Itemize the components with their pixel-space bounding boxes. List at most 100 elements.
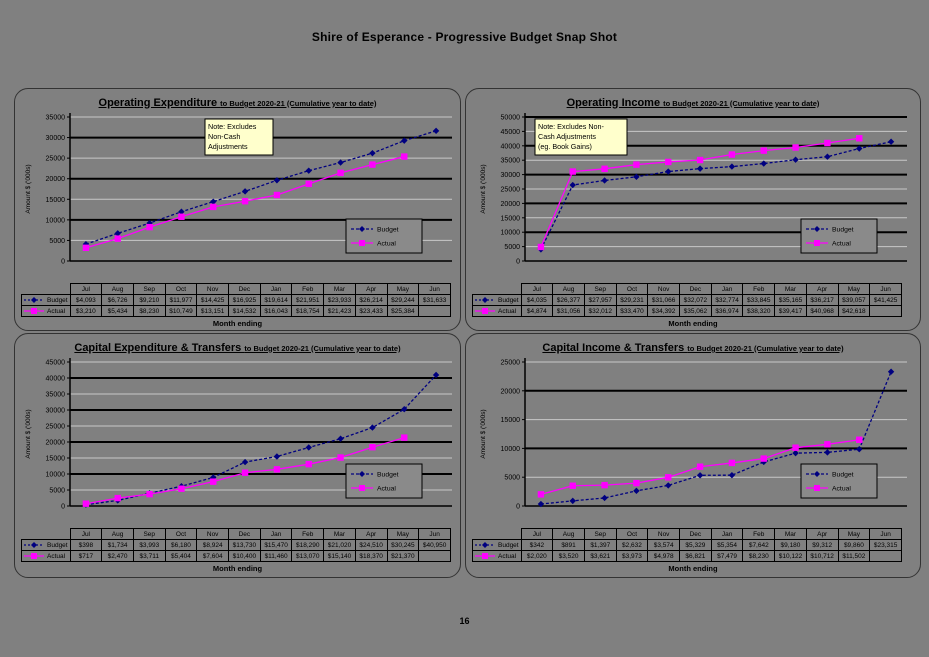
budget-value-cell: $6,180: [164, 539, 198, 551]
actual-value-cell: $3,973: [615, 550, 649, 562]
budget-value-cell: $40,950: [418, 539, 451, 551]
month-header-cell: Dec: [679, 528, 712, 540]
actual-value-cell: $18,754: [291, 305, 325, 317]
chart-panel-capital-expenditure-transfers: Capital Expenditure & Transfers to Budge…: [14, 333, 461, 578]
actual-value-cell: $8,230: [132, 305, 166, 317]
x-axis-title: Month ending: [668, 319, 718, 328]
actual-value-cell: $23,433: [354, 305, 388, 317]
y-axis-label: 30000: [45, 408, 65, 415]
month-header-cell: Oct: [615, 283, 649, 295]
legend-label-actual: Actual: [832, 486, 851, 493]
y-axis-label: 15000: [45, 456, 65, 463]
actual-value-cell: $4,874: [520, 305, 554, 317]
budget-value-cell: $32,774: [710, 294, 744, 306]
budget-marker-diamond: [633, 487, 640, 495]
budget-key-icon: [475, 542, 495, 548]
budget-marker-diamond: [696, 165, 704, 172]
month-header-cell: Jun: [869, 283, 902, 295]
actual-value-cell: $16,043: [259, 305, 293, 317]
actual-marker-square: [305, 460, 312, 468]
table-header-row: Jul Aug Sep Oct Nov Dec Jan Feb Mar Apr May Jun: [473, 528, 902, 540]
y-axis-label: 15000: [501, 417, 521, 424]
actual-value-cell: $10,712: [805, 550, 839, 562]
budget-value-cell: $21,951: [291, 294, 325, 306]
actual-value-cell: $717: [69, 550, 103, 562]
month-header-cell: Jun: [418, 528, 451, 540]
actual-marker-square: [400, 434, 407, 441]
actual-value-cell: $15,140: [323, 550, 356, 562]
actual-table-row: Actual $717 $2,470 $3,711 $5,404 $7,604 $10,40…: [21, 550, 451, 562]
x-axis-title: Month ending: [212, 319, 263, 328]
actual-key-icon: [24, 553, 44, 559]
note-text-line: Non-Cash: [208, 132, 240, 141]
y-axis-label: 20000: [501, 201, 521, 208]
budget-value-cell: $9,312: [805, 539, 839, 551]
y-axis-label: 50000: [501, 115, 521, 122]
actual-marker-square: [400, 153, 407, 160]
actual-value-cell: $10,749: [164, 305, 198, 317]
month-header-cell: Jul: [520, 528, 554, 540]
actual-table-row: Actual $4,874 $31,056 $32,012 $33,470 $34,392…: [472, 305, 902, 317]
actual-key-icon: [24, 308, 44, 314]
budget-marker-diamond: [887, 138, 895, 145]
actual-value-cell: $42,618: [837, 305, 871, 317]
y-axis-title: Amount $ ('000s): [480, 164, 487, 213]
table-corner-cell: [473, 284, 522, 295]
budget-value-cell: $18,290: [291, 539, 325, 551]
note-box: [534, 118, 628, 156]
month-header-cell: Jan: [259, 283, 293, 295]
budget-value-cell: $30,245: [386, 539, 420, 551]
actual-value-cell: $5,404: [164, 550, 198, 562]
month-header-cell: Feb: [742, 528, 776, 540]
month-header-cell: Dec: [228, 283, 261, 295]
actual-value-cell: $6,821: [679, 550, 712, 562]
budget-series-line: [540, 141, 892, 250]
month-header-cell: Jul: [69, 528, 103, 540]
actual-key-icon: [475, 308, 495, 314]
actual-table-row: Actual $3,210 $5,434 $8,230 $10,749 $13,151 $1…: [21, 305, 451, 317]
actual-value-cell: $5,434: [101, 305, 134, 317]
actual-value-cell: $14,532: [228, 305, 261, 317]
budget-value-cell: $2,632: [615, 539, 649, 551]
actual-marker-square: [665, 474, 672, 481]
budget-value-cell: $23,933: [323, 294, 356, 306]
actual-marker-square: [273, 191, 280, 199]
y-axis-label: 45000: [45, 360, 65, 367]
x-axis-title: Month ending: [212, 564, 263, 573]
actual-row-label: Actual: [498, 307, 517, 315]
budget-marker-diamond: [601, 177, 608, 184]
chart-title: Operating Income to Budget 2020-21 (Cumu…: [466, 93, 920, 111]
y-axis-label: 25000: [501, 187, 521, 194]
actual-marker-square: [114, 235, 121, 242]
actual-value-cell: $21,370: [386, 550, 420, 562]
actual-row-key: Actual: [21, 305, 71, 317]
budget-value-cell: $4,035: [520, 294, 554, 306]
month-header-cell: Feb: [291, 283, 325, 295]
chart-title: Operating Expenditure to Budget 2020-21 …: [15, 93, 460, 111]
chart-title-main: Operating Income: [566, 97, 664, 109]
x-axis-title: Month ending: [668, 564, 718, 573]
actual-marker-square: [114, 494, 121, 502]
actual-marker-square: [792, 144, 799, 151]
month-header-cell: Nov: [647, 283, 681, 295]
actual-row-key: Actual: [472, 550, 522, 562]
budget-marker-diamond: [665, 168, 672, 175]
y-axis-label: 5000: [49, 238, 65, 245]
actual-marker-square: [305, 180, 312, 188]
budget-value-cell: $16,925: [228, 294, 261, 306]
y-axis-label: 25000: [501, 360, 521, 367]
budget-marker-diamond: [209, 198, 216, 205]
actual-marker-square: [696, 463, 704, 470]
legend-key-marker-budget: [814, 226, 820, 232]
y-axis-label: 10000: [45, 472, 65, 479]
y-axis-label: 15000: [501, 215, 521, 222]
budget-value-cell: $3,993: [132, 539, 166, 551]
actual-marker-square: [177, 213, 185, 220]
actual-marker-square: [760, 147, 767, 154]
month-header-cell: Jul: [69, 283, 103, 295]
budget-marker-diamond: [601, 494, 608, 502]
table-corner-cell: [22, 284, 71, 295]
month-header-cell: Apr: [805, 528, 839, 540]
actual-value-cell: $31,056: [552, 305, 585, 317]
y-axis-label: 10000: [501, 230, 521, 237]
